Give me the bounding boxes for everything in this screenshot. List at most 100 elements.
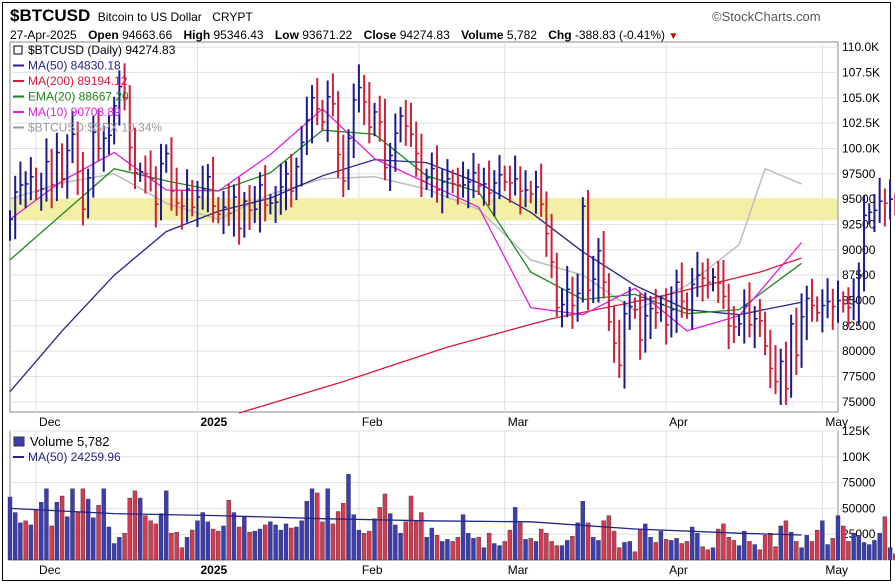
volume-bar bbox=[471, 538, 476, 561]
volume-bar bbox=[210, 528, 216, 561]
volume-bar bbox=[200, 512, 205, 561]
volume-panel bbox=[9, 430, 839, 561]
volume-bar bbox=[408, 495, 414, 561]
volume-bar bbox=[559, 545, 565, 561]
volume-tick-label: 100K bbox=[842, 450, 870, 464]
volume-bar bbox=[804, 535, 809, 561]
volume-bar bbox=[242, 516, 247, 561]
legend-price: $BTCUSD (Daily) 94274.83 bbox=[28, 43, 176, 57]
exchange-label: CRYPT bbox=[212, 10, 253, 24]
volume-bar bbox=[158, 513, 164, 561]
volume-tick-label: 75000 bbox=[842, 476, 876, 490]
volume-bar bbox=[716, 528, 721, 561]
volume-bar bbox=[117, 537, 122, 561]
volume-bar bbox=[497, 545, 502, 561]
legend-volume-ma50: MA(50) 24259.96 bbox=[28, 450, 121, 464]
volume-bar bbox=[190, 529, 195, 561]
volume-bar bbox=[726, 537, 731, 561]
volume-bar bbox=[841, 525, 846, 561]
volume-bar bbox=[231, 512, 237, 561]
volume-bar bbox=[372, 518, 377, 561]
volume-bar bbox=[825, 544, 830, 561]
volume-bar bbox=[294, 526, 299, 561]
volume-bar bbox=[523, 539, 528, 561]
volume-bar bbox=[96, 505, 101, 561]
low-value: 93671.22 bbox=[302, 28, 353, 42]
volume-bar bbox=[13, 512, 18, 561]
volume-bar bbox=[268, 521, 273, 561]
volume-bar bbox=[247, 531, 252, 561]
volume-bar bbox=[882, 516, 888, 561]
volume-bar bbox=[533, 541, 539, 561]
volume-bar bbox=[387, 513, 393, 561]
legend-ema20: EMA(20) 88667.20 bbox=[28, 90, 129, 104]
volume-bar bbox=[887, 547, 893, 561]
symbol-name: Bitcoin to US Dollar bbox=[97, 10, 202, 24]
volume-bar bbox=[351, 514, 356, 561]
volume-bar bbox=[773, 546, 778, 561]
volume-bar bbox=[684, 541, 690, 561]
volume-bar bbox=[466, 532, 471, 561]
x-tick-label: Apr bbox=[669, 563, 688, 577]
volume-bar bbox=[49, 525, 54, 561]
volume-bar bbox=[106, 526, 112, 561]
volume-bar bbox=[39, 502, 44, 561]
price-panel bbox=[9, 41, 839, 413]
volume-bar bbox=[705, 549, 711, 561]
volume-bar bbox=[820, 520, 825, 561]
x-tick-label: May bbox=[825, 415, 848, 429]
volume-bar bbox=[377, 507, 382, 561]
volume-bar bbox=[346, 474, 351, 561]
volume-bar bbox=[101, 488, 106, 561]
volume-bar bbox=[856, 535, 862, 561]
volume-bar bbox=[794, 541, 799, 561]
price-tick-label: 102.5K bbox=[842, 116, 880, 130]
volume-bar bbox=[460, 514, 466, 561]
chg-value: -388.83 (-0.41%) bbox=[574, 28, 665, 42]
volume-bar bbox=[757, 549, 763, 561]
volume-bar bbox=[148, 520, 153, 561]
volume-bar bbox=[476, 537, 481, 561]
volume-bar bbox=[663, 539, 669, 561]
volume-bar bbox=[481, 547, 487, 561]
volume-bar bbox=[867, 544, 872, 561]
volume-bar bbox=[174, 531, 179, 561]
volume-bar bbox=[768, 532, 773, 561]
volume-bar bbox=[341, 503, 346, 561]
volume-bar bbox=[861, 542, 867, 561]
price-tick-label: 92500 bbox=[842, 217, 876, 231]
volume-bar bbox=[528, 538, 533, 561]
price-tick-label: 77500 bbox=[842, 370, 876, 384]
volume-bar bbox=[335, 511, 341, 561]
legend-swatch bbox=[13, 436, 25, 447]
price-tick-label: 105.0K bbox=[842, 91, 880, 105]
volume-bar bbox=[544, 532, 549, 561]
volume-bar bbox=[252, 530, 257, 561]
volume-tick-label: 50000 bbox=[842, 501, 876, 515]
x-tick-label: May bbox=[825, 563, 848, 577]
volume-bar bbox=[122, 532, 127, 561]
price-tick-label: 75000 bbox=[842, 395, 876, 409]
x-tick-label: 2025 bbox=[200, 563, 227, 577]
title-row: $BTCUSD Bitcoin to US Dollar CRYPT bbox=[10, 6, 253, 26]
volume-bar bbox=[80, 488, 86, 561]
legend-ratio: $BTCUSD:$SPX 10.34% bbox=[28, 121, 162, 135]
quote-row: 27-Apr-2025 Open 94663.66 High 95346.43 … bbox=[10, 28, 678, 42]
volume-bar bbox=[788, 531, 794, 561]
volume-bar bbox=[315, 492, 320, 561]
ma200-line bbox=[238, 257, 802, 414]
volume-bar bbox=[169, 532, 174, 561]
price-tick-label: 97500 bbox=[842, 167, 876, 181]
low-label: Low bbox=[274, 28, 299, 42]
volume-bar bbox=[445, 539, 450, 561]
x-tick-label: Dec bbox=[39, 563, 60, 577]
volume-bar bbox=[591, 537, 596, 561]
volume-bar bbox=[429, 527, 435, 561]
volume-bar bbox=[877, 532, 882, 561]
open-value: 94663.66 bbox=[122, 28, 173, 42]
high-value: 95346.43 bbox=[213, 28, 264, 42]
volume-bar bbox=[669, 540, 674, 561]
volume-bar bbox=[184, 537, 190, 561]
volume-bar bbox=[320, 521, 325, 561]
